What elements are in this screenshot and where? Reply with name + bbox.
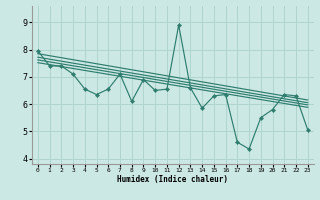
- X-axis label: Humidex (Indice chaleur): Humidex (Indice chaleur): [117, 175, 228, 184]
